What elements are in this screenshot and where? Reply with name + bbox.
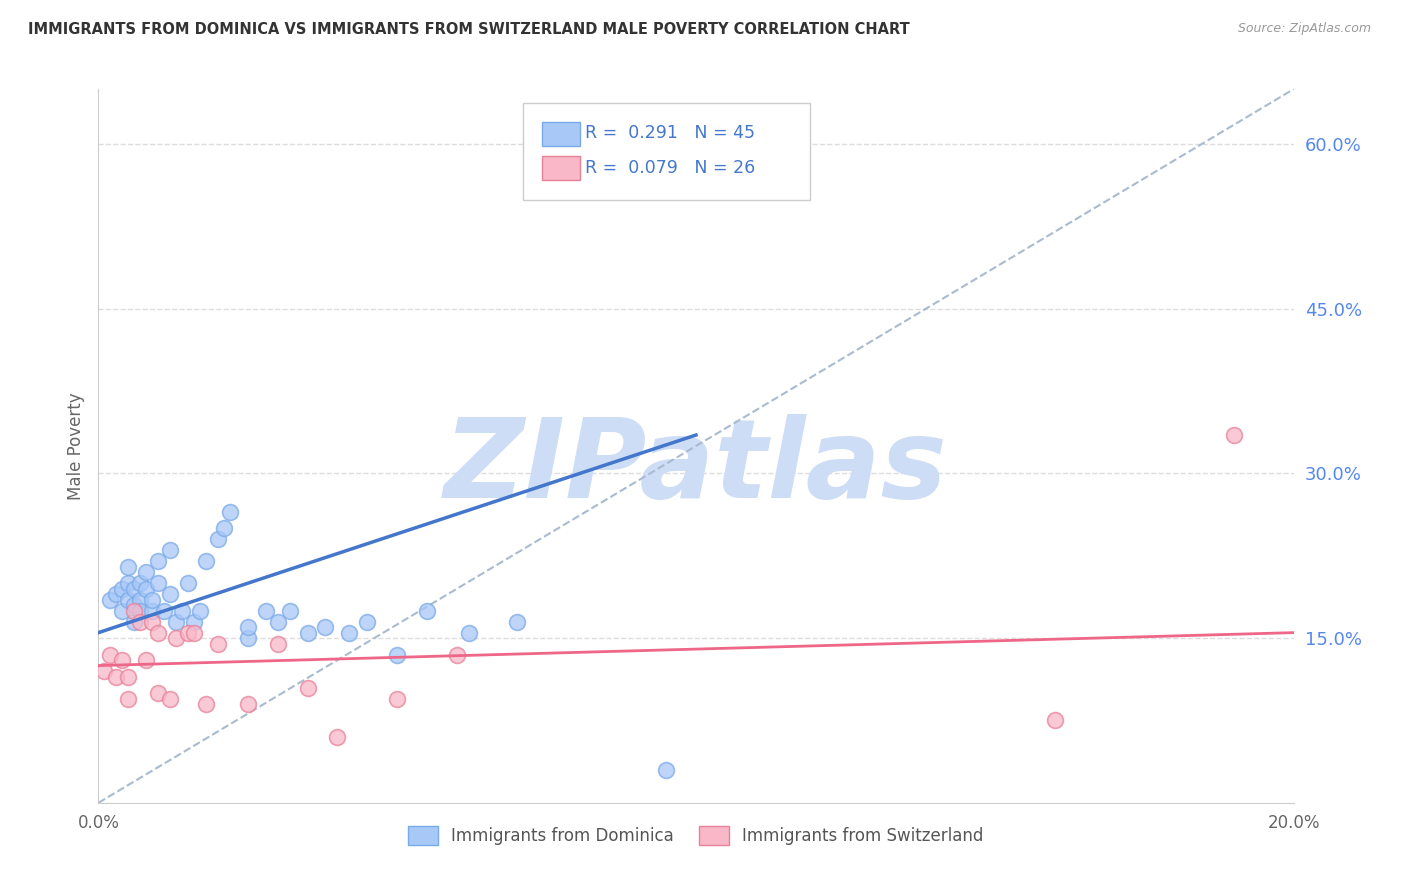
Point xyxy=(326,730,349,744)
Point xyxy=(297,625,319,640)
Text: R =  0.079   N = 26: R = 0.079 N = 26 xyxy=(585,159,755,177)
Point xyxy=(219,505,242,519)
Point xyxy=(159,587,181,601)
Point xyxy=(385,648,409,662)
Point xyxy=(124,615,146,629)
Point xyxy=(148,554,170,568)
Point xyxy=(141,604,163,618)
Point xyxy=(267,637,290,651)
Point xyxy=(98,592,122,607)
Point xyxy=(153,604,176,618)
Point xyxy=(148,686,170,700)
Point xyxy=(129,592,152,607)
Point xyxy=(148,576,170,591)
FancyBboxPatch shape xyxy=(541,122,581,146)
Point xyxy=(1043,714,1066,728)
FancyBboxPatch shape xyxy=(523,103,810,200)
Legend: Immigrants from Dominica, Immigrants from Switzerland: Immigrants from Dominica, Immigrants fro… xyxy=(401,819,991,852)
Point xyxy=(111,582,134,596)
Point xyxy=(111,653,134,667)
Point xyxy=(117,669,139,683)
Point xyxy=(159,543,181,558)
Point xyxy=(1223,428,1246,442)
Point xyxy=(135,653,157,667)
Point xyxy=(129,576,152,591)
Point xyxy=(297,681,319,695)
Point xyxy=(506,615,529,629)
Point xyxy=(183,615,205,629)
Point xyxy=(135,566,157,580)
Point xyxy=(339,625,361,640)
Point xyxy=(655,763,678,777)
Point xyxy=(124,598,146,612)
Point xyxy=(117,576,139,591)
Point xyxy=(159,691,181,706)
Y-axis label: Male Poverty: Male Poverty xyxy=(66,392,84,500)
Point xyxy=(183,625,205,640)
Point xyxy=(165,631,187,645)
Point xyxy=(446,648,468,662)
Point xyxy=(236,631,259,645)
Point xyxy=(141,615,163,629)
Point xyxy=(207,533,229,547)
Point xyxy=(129,615,152,629)
Point xyxy=(254,604,277,618)
Point xyxy=(117,592,139,607)
Point xyxy=(117,691,139,706)
Point xyxy=(93,664,115,678)
Point xyxy=(105,669,128,683)
Point xyxy=(148,625,170,640)
Point xyxy=(172,604,194,618)
Point xyxy=(278,604,301,618)
Text: IMMIGRANTS FROM DOMINICA VS IMMIGRANTS FROM SWITZERLAND MALE POVERTY CORRELATION: IMMIGRANTS FROM DOMINICA VS IMMIGRANTS F… xyxy=(28,22,910,37)
Point xyxy=(195,554,218,568)
Point xyxy=(212,521,235,535)
Point xyxy=(135,582,157,596)
Point xyxy=(207,637,229,651)
FancyBboxPatch shape xyxy=(541,155,581,180)
Text: Source: ZipAtlas.com: Source: ZipAtlas.com xyxy=(1237,22,1371,36)
Point xyxy=(385,691,409,706)
Point xyxy=(315,620,337,634)
Point xyxy=(165,615,187,629)
Point xyxy=(236,697,259,711)
Point xyxy=(129,604,152,618)
Text: ZIPatlas: ZIPatlas xyxy=(444,414,948,521)
Point xyxy=(105,587,128,601)
Point xyxy=(177,625,200,640)
Point xyxy=(111,604,134,618)
Point xyxy=(98,648,122,662)
Point xyxy=(356,615,378,629)
Point xyxy=(195,697,218,711)
Point xyxy=(416,604,439,618)
Point xyxy=(177,576,200,591)
Point xyxy=(188,604,211,618)
Point xyxy=(267,615,290,629)
Point xyxy=(124,582,146,596)
Point xyxy=(236,620,259,634)
Point xyxy=(124,604,146,618)
Text: R =  0.291   N = 45: R = 0.291 N = 45 xyxy=(585,125,755,143)
Point xyxy=(117,559,139,574)
Point xyxy=(141,592,163,607)
Point xyxy=(458,625,481,640)
